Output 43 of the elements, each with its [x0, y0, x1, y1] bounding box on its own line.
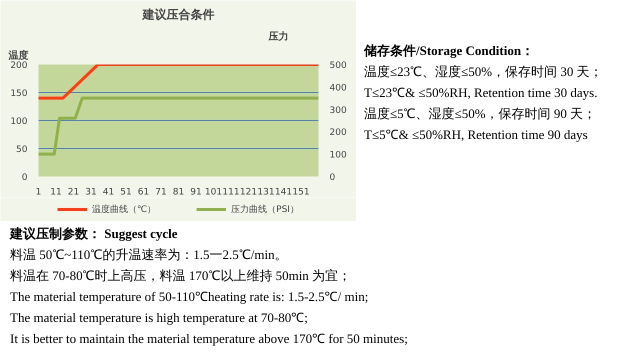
x-tick-label: 91	[190, 188, 202, 198]
text: It is better to maintain the material temperature above 170℃ for 50 minutes;	[10, 330, 408, 348]
y-tick-label: 50	[16, 145, 28, 155]
y-tick-label: 100	[10, 117, 28, 127]
x-tick-label: 111	[222, 188, 240, 198]
x-tick-label: 31	[85, 188, 97, 198]
x-tick-label: 21	[68, 188, 80, 198]
y2-tick-label: 300	[330, 106, 347, 116]
text: The material temperature of 50-110℃heating rate is: 1.5-2.5℃/ min;	[10, 288, 370, 306]
x-tick-label: 11	[50, 188, 62, 198]
x-tick-label: 141	[274, 188, 292, 198]
x-tick-label: 101	[204, 188, 222, 198]
text: 储存条件/Storage Condition：	[364, 43, 534, 58]
x-tick-label: 71	[155, 188, 167, 198]
x-tick-label: 41	[102, 188, 114, 198]
y-axis-title: 温度	[8, 50, 28, 62]
y2-tick-label: 0	[330, 173, 336, 183]
y-tick-label: 200	[10, 61, 28, 71]
x-tick-label: 1	[36, 188, 42, 198]
text: T≤5℃& ≤50%RH, Retention time 90 days	[364, 126, 589, 144]
x-tick-label: 121	[240, 188, 258, 198]
y2-tick-label: 500	[330, 61, 347, 71]
y2-axis-title: 压力	[268, 30, 288, 42]
y2-tick-label: 200	[330, 128, 347, 138]
chart-title: 建议压合条件	[142, 8, 214, 22]
text: T≤23℃& ≤50%RH, Retention time 30 days.	[364, 84, 598, 102]
legend-label: 压力曲线（PSI）	[231, 204, 299, 216]
text: 温度≤23℃、湿度≤50%，保存时间 30 天；	[364, 63, 603, 81]
text: 料温 50℃~110℃的升温速率为：1.5一2.5℃/min。	[10, 246, 289, 264]
legend-label: 温度曲线（℃）	[92, 204, 156, 216]
x-tick-label: 151	[292, 188, 310, 198]
text: 建议压制参数： Suggest cycle	[10, 226, 178, 241]
x-tick-label: 81	[172, 188, 184, 198]
x-tick-label: 61	[138, 188, 150, 198]
y-tick-label: 150	[10, 89, 28, 99]
x-tick-label: 51	[120, 188, 132, 198]
x-tick-label: 131	[257, 188, 275, 198]
text: The material temperature is high temperature at 70-80℃;	[10, 309, 309, 327]
y2-tick-label: 400	[330, 83, 347, 94]
y2-tick-label: 100	[330, 150, 347, 161]
text: 温度≤5℃、湿度≤50%，保存时间 90 天；	[364, 105, 598, 123]
y-tick-label: 0	[22, 173, 28, 183]
text: 料温在 70-80℃时上高压，料温 170℃以上维持 50min 为宜；	[10, 267, 352, 285]
